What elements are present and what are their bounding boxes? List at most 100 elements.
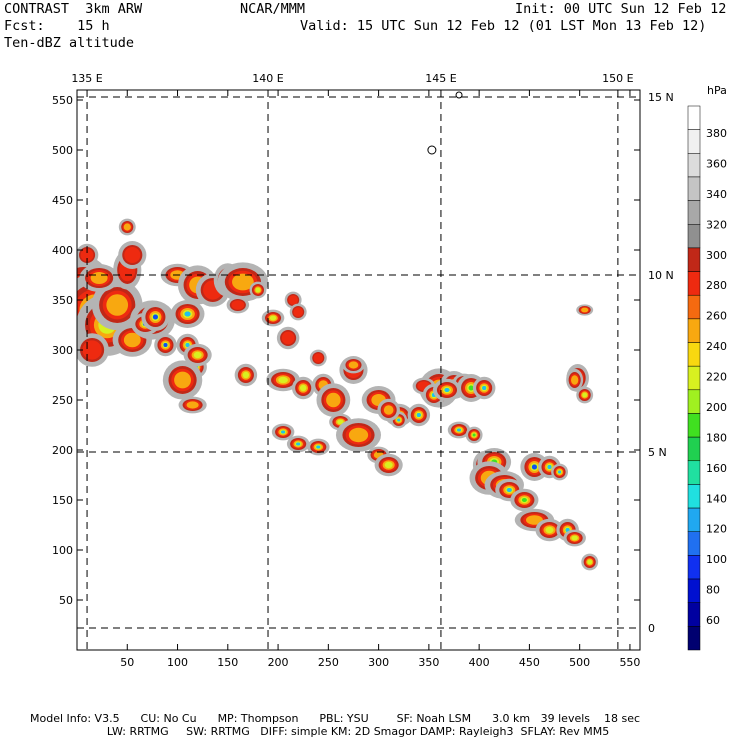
reflectivity-contour <box>416 413 421 417</box>
field-name: Ten-dBZ altitude <box>4 35 135 51</box>
colorbar-swatch <box>687 342 701 367</box>
reflectivity-contour <box>545 526 554 534</box>
colorbar: 380 360 340 320 300 280 260 240 220 200 180 160 140 1… <box>687 105 727 651</box>
colorbar-label: 200 <box>706 401 727 414</box>
colorbar-swatch <box>687 365 701 391</box>
x-tick-label: 450 <box>519 656 540 669</box>
colorbar-swatch <box>687 484 701 509</box>
init-time: Init: 00 UTC Sun 12 Feb 12 <box>515 1 727 17</box>
x-tick-label: 500 <box>569 656 590 669</box>
colorbar-unit: hPa <box>707 84 727 97</box>
colorbar-label: 60 <box>706 614 720 627</box>
reflectivity-contour <box>186 401 199 409</box>
reflectivity-contour <box>587 559 593 565</box>
lat-lon-grid <box>77 90 640 650</box>
reflectivity-contour <box>281 430 286 434</box>
colorbar-swatch <box>687 460 701 485</box>
colorbar-swatch <box>687 578 701 603</box>
colorbar-label: 80 <box>706 584 720 597</box>
reflectivity-contour <box>468 385 474 391</box>
reflectivity-contour <box>123 332 141 348</box>
reflectivity-contour <box>582 392 588 398</box>
island-outline <box>455 91 463 99</box>
longitude-labels: 135 E 140 E 145 E 150 E <box>71 72 633 85</box>
reflectivity-contour <box>185 343 190 347</box>
colorbar-swatch <box>687 176 701 201</box>
reflectivity-contour <box>163 343 168 347</box>
forecast-hour: Fcst: 15 h <box>4 18 110 34</box>
reflectivity-contour <box>506 488 512 492</box>
x-tick-label: 300 <box>368 656 389 669</box>
valid-time: Valid: 15 UTC Sun 12 Feb 12 (01 LST Mon … <box>300 18 707 34</box>
reflectivity-contour <box>231 300 245 310</box>
colorbar-label: 320 <box>706 218 727 231</box>
colorbar-swatch <box>687 153 701 178</box>
reflectivity-contour <box>242 371 250 379</box>
x-tick-label: 550 <box>619 656 640 669</box>
reflectivity-contour <box>337 419 344 425</box>
reflectivity-contour <box>82 340 102 360</box>
reflectivity-contour <box>269 315 277 321</box>
reflectivity-field <box>77 218 599 571</box>
plot-frame <box>76 89 641 651</box>
colorbar-swatch <box>687 389 701 414</box>
island-outline <box>427 145 437 155</box>
model-label: CONTRAST 3km ARW <box>4 1 143 17</box>
reflectivity-contour <box>255 287 261 293</box>
colorbar-swatch <box>687 555 701 580</box>
reflectivity-contour <box>521 498 527 502</box>
reflectivity-contour <box>80 248 94 262</box>
model-info-line1: Model Info: V3.5 CU: No Cu MP: Thompson … <box>30 712 641 725</box>
reflectivity-contour <box>482 386 487 390</box>
colorbar-label: 280 <box>706 279 727 292</box>
reflectivity-contour <box>299 384 307 392</box>
reflectivity-contour <box>174 371 192 389</box>
colorbar-swatch <box>687 626 701 651</box>
reflectivity-contour <box>383 405 394 415</box>
latitude-labels: 15 N 10 N 5 N 0 <box>648 91 674 635</box>
y-tick-label: 550 <box>52 94 73 107</box>
longitude-label: 135 E <box>71 72 102 85</box>
colorbar-swatch <box>687 224 701 249</box>
colorbar-label: 220 <box>706 371 727 384</box>
reflectivity-contour <box>106 294 129 316</box>
longitude-label: 145 E <box>425 72 456 85</box>
reflectivity-contour <box>90 272 108 284</box>
reflectivity-contour <box>124 247 141 263</box>
x-axis: 50 100 150 200 250 300 350 400 450 500 550 <box>120 90 640 669</box>
colorbar-label: 340 <box>706 188 727 201</box>
latitude-label: 15 N <box>648 91 674 104</box>
y-tick-label: 500 <box>52 144 73 157</box>
reflectivity-contour <box>278 376 288 384</box>
reflectivity-contour <box>288 295 298 305</box>
model-info-line2: LW: RRTMG SW: RRTMG DIFF: simple KM: 2D … <box>30 725 610 738</box>
reflectivity-contour <box>193 351 202 359</box>
colorbar-swatch <box>687 200 701 225</box>
colorbar-swatch <box>687 413 701 438</box>
colorbar-label: 160 <box>706 462 727 475</box>
colorbar-label: 140 <box>706 492 727 505</box>
latitude-label: 0 <box>648 622 655 635</box>
y-tick-label: 250 <box>52 394 73 407</box>
reflectivity-contour <box>444 388 450 392</box>
colorbar-swatch <box>687 602 701 627</box>
reflectivity-contour <box>293 307 304 317</box>
reflectivity-contour <box>525 515 543 525</box>
reflectivity-contour <box>123 223 131 231</box>
y-tick-label: 450 <box>52 194 73 207</box>
longitude-label: 140 E <box>252 72 283 85</box>
x-tick-label: 200 <box>268 656 289 669</box>
colorbar-label: 180 <box>706 431 727 444</box>
x-tick-label: 150 <box>217 656 238 669</box>
colorbar-label: 300 <box>706 249 727 262</box>
x-tick-label: 250 <box>318 656 339 669</box>
x-tick-label: 350 <box>418 656 439 669</box>
reflectivity-contour <box>348 427 369 443</box>
reflectivity-contour <box>316 445 321 449</box>
reflectivity-contour <box>384 461 393 469</box>
reflectivity-contour <box>558 470 562 474</box>
reflectivity-contour <box>296 442 301 446</box>
y-tick-label: 100 <box>52 544 73 557</box>
colorbar-swatch <box>687 247 701 272</box>
